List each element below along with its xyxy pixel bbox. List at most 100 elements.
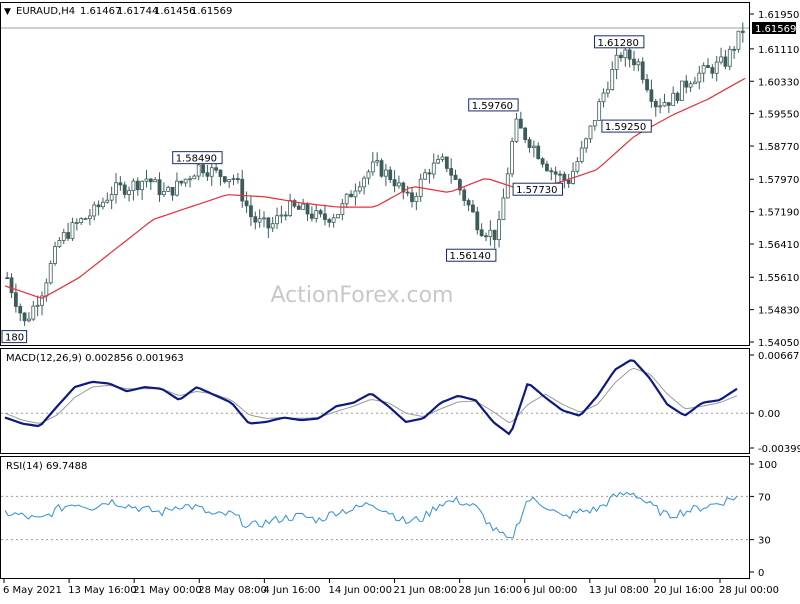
macd-series [4,359,738,436]
candle-body [57,240,62,247]
candle-body [405,191,410,194]
candle-body [92,204,97,217]
candle-body [653,100,658,108]
candle-body [253,216,258,223]
price-tick-label: 1.57190 [758,208,799,219]
price-tick-label: 1.56410 [758,240,799,251]
candle-body [501,197,506,221]
candle-body [375,160,380,163]
candle-body [87,215,92,219]
price-tick-label: 1.55610 [758,273,799,284]
candle-body [101,201,105,208]
candle-body [249,205,253,218]
price-annotation-label: 1.59760 [472,101,513,112]
candle-body [706,65,710,68]
candle-body [383,169,388,177]
candle-body [288,200,293,216]
candle-body [727,48,732,67]
candle-body [714,61,719,74]
candle-body [222,176,227,183]
candle-body [74,222,79,224]
candle-body [175,180,179,196]
candle-body [614,54,619,70]
candle-body [575,161,580,172]
candle-body [684,80,689,88]
candle-body [588,125,593,140]
candle-body [157,179,162,196]
candle-body [475,211,480,231]
candle-body [201,164,205,174]
candle-body [440,156,445,160]
candle-body [531,145,536,148]
candle-body [444,156,449,169]
candle-body [540,158,545,165]
candle-body [48,263,53,284]
candle-body [44,282,49,297]
candle-body [79,218,84,223]
candle-body [196,164,201,177]
macd-panel[interactable] [0,348,750,454]
time-tick-label: 4 Jun 16:00 [263,585,320,596]
candle-body [266,217,271,229]
candle-body [518,118,523,129]
candle-body [457,179,462,191]
candle-body [466,200,471,206]
candle-body [35,304,40,307]
candle-body [592,120,597,127]
rsi-tick-label: 0 [758,568,764,579]
time-tick-label: 6 May 2021 [3,585,62,596]
time-tick-label: 20 Jul 16:00 [654,585,714,596]
macd-macd-line [4,359,738,436]
candle-body [214,167,219,171]
price-annotation-box [468,98,519,112]
price-tick-label: 1.59550 [758,110,799,121]
candle-body [244,200,249,207]
candle-body [492,229,497,240]
candle-body [671,92,676,106]
macd-axis: 0.006679 0.00 -0.003994 [1,351,800,455]
current-price-box [752,22,796,34]
candle-body [209,167,214,177]
candle-body [31,305,36,320]
candle-body [170,186,175,196]
rsi-tick-label: 30 [758,536,771,547]
price-tick-label: 1.54830 [758,306,799,317]
candle-body [414,195,419,202]
candle-body [679,80,684,101]
price-annotation-label: 1.58490 [176,154,217,165]
high-value: 1.61744 [117,6,158,17]
candle-body [279,214,284,217]
candle-body [605,89,610,94]
candle-body [623,49,628,59]
candle-body [545,163,549,172]
candle-body [497,219,501,240]
dropdown-triangle-icon[interactable]: ▼ [4,7,11,17]
price-panel[interactable] [0,2,750,346]
candle-body [449,168,454,176]
rsi-tick-label: 70 [758,492,771,503]
symbol-label: EURAUD,H4 [16,6,75,17]
candle-body [436,158,441,164]
price-annotations: 1.58490 1.59760 1.61280 1.59250 1.57730 1.561… [1,35,652,344]
price-annotation-box [446,248,497,262]
rsi-axis: 100 70 30 0 [1,460,777,579]
candle-body [153,179,158,183]
candle-body [427,172,432,175]
candle-body [122,184,127,195]
candle-body [40,295,44,306]
candle-body [658,105,663,108]
candle-body [579,147,584,162]
candle-body [732,48,737,51]
rsi-line [4,491,738,539]
rsi-panel[interactable] [0,456,750,579]
candle-body [619,54,623,59]
candle-body [453,174,458,180]
candle-body [410,192,414,202]
time-tick-label: 28 Jun 16:00 [459,585,523,596]
price-tick-label: 1.57970 [758,175,799,186]
candle-body [114,182,118,195]
candle-body [183,178,188,184]
price-annotation-label: 1.59250 [605,122,646,133]
candle-body [558,173,562,176]
